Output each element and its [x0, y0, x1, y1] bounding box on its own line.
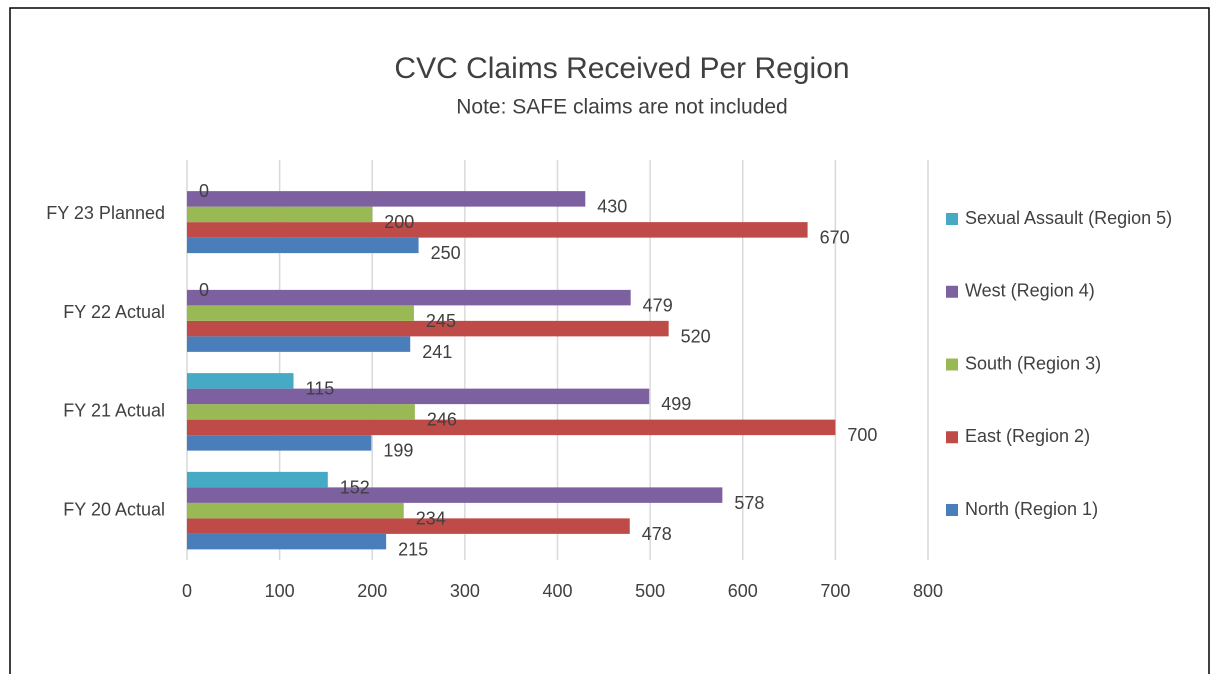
legend-label: East (Region 2)	[965, 426, 1090, 446]
data-label: 250	[431, 243, 461, 263]
bar	[187, 206, 373, 223]
bar	[187, 533, 387, 550]
legend-swatch	[946, 504, 958, 516]
data-label: 670	[820, 228, 850, 248]
bar	[187, 404, 415, 420]
data-label: 152	[340, 477, 370, 497]
x-tick-label: 500	[635, 581, 665, 601]
bar	[187, 237, 419, 254]
bar	[187, 289, 631, 306]
bar	[187, 419, 836, 436]
legend-swatch	[946, 213, 958, 225]
data-label: 0	[199, 280, 209, 300]
legend-label: South (Region 3)	[965, 353, 1101, 373]
legend-swatch	[946, 285, 958, 298]
x-tick-label: 700	[820, 581, 850, 601]
bar	[187, 305, 414, 321]
data-label: 115	[306, 379, 335, 399]
bar	[187, 471, 328, 488]
legend-label: North (Region 1)	[965, 499, 1098, 519]
data-label: 200	[384, 212, 414, 232]
data-label: 478	[642, 524, 672, 544]
bar	[187, 191, 586, 207]
data-label: 700	[847, 425, 877, 445]
data-label: 430	[597, 197, 627, 217]
data-label: 215	[398, 539, 428, 559]
bar	[187, 320, 669, 337]
y-tick-label: FY 20 Actual	[63, 499, 165, 519]
x-tick-label: 600	[728, 581, 758, 601]
legend-label: Sexual Assault (Region 5)	[965, 208, 1172, 228]
bar	[187, 502, 404, 519]
bar	[187, 373, 294, 389]
y-tick-label: FY 23 Planned	[46, 203, 165, 223]
x-tick-label: 200	[357, 581, 387, 601]
data-label: 246	[427, 410, 457, 430]
y-tick-label: FY 21 Actual	[63, 401, 165, 421]
chart-subtitle: Note: SAFE claims are not included	[456, 96, 788, 119]
bar	[187, 388, 650, 405]
legend-swatch	[946, 358, 958, 371]
bar	[187, 222, 808, 238]
bar	[187, 518, 630, 534]
x-tick-label: 400	[542, 581, 572, 601]
data-label: 520	[681, 326, 711, 346]
bar	[187, 487, 723, 503]
data-label: 479	[643, 295, 673, 315]
legend-label: West (Region 4)	[965, 281, 1095, 301]
x-tick-label: 300	[450, 581, 480, 601]
data-label: 499	[661, 394, 691, 414]
chart-title: CVC Claims Received Per Region	[394, 52, 849, 85]
data-label: 245	[426, 311, 456, 331]
legend-swatch	[946, 431, 958, 444]
data-label: 234	[416, 508, 446, 528]
data-label: 241	[422, 342, 452, 362]
x-tick-label: 800	[913, 581, 943, 601]
bar	[187, 336, 411, 352]
x-tick-label: 0	[182, 581, 192, 601]
x-tick-label: 100	[265, 581, 295, 601]
bar	[187, 435, 372, 451]
data-label: 199	[383, 441, 413, 461]
data-label: 0	[199, 181, 209, 201]
y-tick-label: FY 22 Actual	[63, 302, 165, 322]
data-label: 578	[734, 493, 764, 513]
